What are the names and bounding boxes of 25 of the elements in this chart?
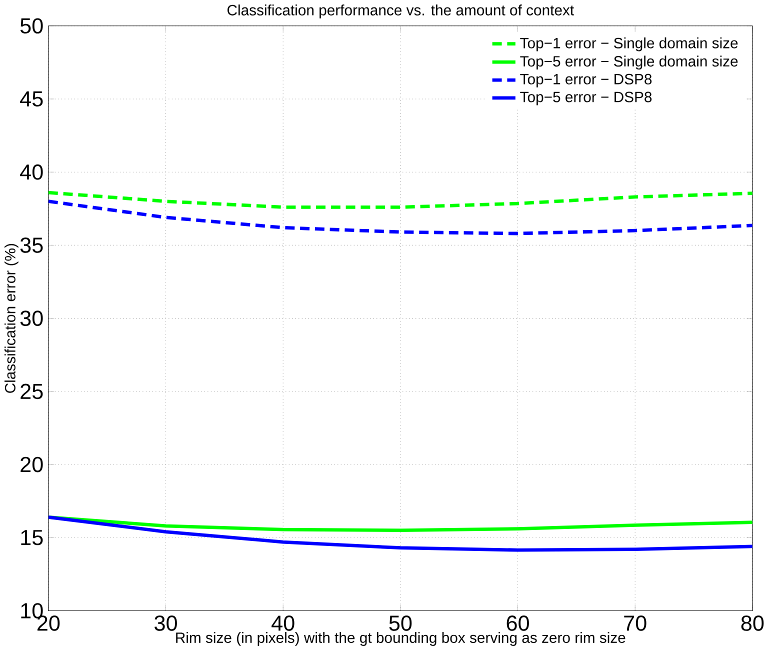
x-tick-label: 40 bbox=[272, 615, 294, 631]
x-tick-label: 60 bbox=[506, 615, 529, 631]
y-tick-label: 40 bbox=[20, 164, 43, 180]
legend-label: Top−5 error − Single domain size bbox=[520, 55, 738, 70]
x-tick-label: 30 bbox=[154, 615, 177, 631]
x-tick-label: 70 bbox=[624, 615, 646, 631]
y-tick-label: 20 bbox=[20, 456, 43, 472]
y-tick-label: 25 bbox=[20, 384, 43, 399]
y-tick-label: 15 bbox=[21, 530, 43, 545]
line-series bbox=[48, 190, 752, 209]
chart-title: Classification performance vs. the amount of context bbox=[228, 4, 574, 18]
y-tick-label: 50 bbox=[20, 18, 43, 34]
legend-label: Top−1 error − Single domain size bbox=[520, 37, 738, 52]
y-tick-label: 35 bbox=[20, 237, 43, 253]
x-tick-label: 80 bbox=[741, 615, 764, 631]
line-series bbox=[48, 515, 752, 552]
x-tick-label: 50 bbox=[389, 615, 412, 631]
y-tick-label: 30 bbox=[20, 310, 43, 326]
y-tick-label: 45 bbox=[20, 91, 43, 106]
legend-label: Top−5 error − DSP8 bbox=[520, 92, 652, 105]
x-axis-title: Rim size (in pixels) with the gt bounding box serving as zero rim size bbox=[176, 632, 626, 646]
line-series bbox=[48, 199, 752, 235]
y-axis-title: Classification error (%) bbox=[4, 244, 18, 393]
line-series bbox=[48, 515, 752, 532]
legend-label: Top−1 error − DSP8 bbox=[520, 74, 652, 88]
